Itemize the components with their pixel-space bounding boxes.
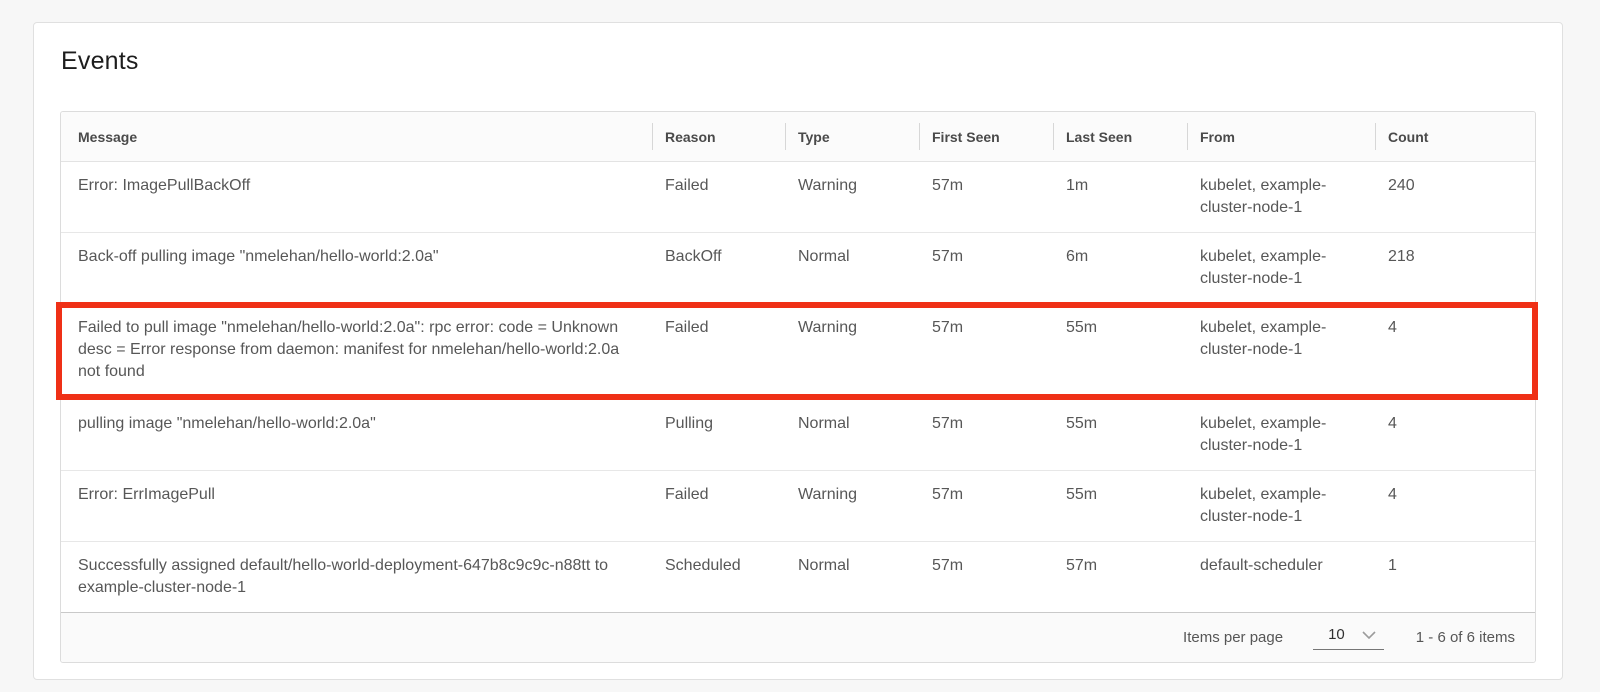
- table-header: Message Reason Type First Seen Last Seen From…: [61, 112, 1535, 162]
- column-header-first_seen: First Seen: [919, 112, 1053, 161]
- cell-type: Warning: [798, 177, 857, 194]
- cell-message: Failed to pull image "nmelehan/hello-wor…: [78, 319, 620, 380]
- cell-count: 1: [1388, 557, 1397, 574]
- table-row: Failed to pull image "nmelehan/hello-wor…: [56, 302, 1538, 400]
- column-header-count: Count: [1375, 112, 1535, 161]
- cell-type: Warning: [798, 486, 857, 503]
- cell-message: Error: ImagePullBackOff: [78, 177, 251, 194]
- column-header-reason: Reason: [652, 112, 785, 161]
- cell-reason: Failed: [665, 177, 709, 194]
- cell-reason: BackOff: [665, 248, 722, 265]
- items-per-page-value: 10: [1328, 625, 1345, 643]
- table-row: pulling image "nmelehan/hello-world:2.0a…: [61, 399, 1535, 470]
- table-row: Successfully assigned default/hello-worl…: [61, 541, 1535, 612]
- column-header-last_seen: Last Seen: [1053, 112, 1187, 161]
- cell-last_seen: 55m: [1066, 415, 1098, 432]
- column-header-from: From: [1187, 112, 1375, 161]
- table-row: Back-off pulling image "nmelehan/hello-w…: [61, 232, 1535, 303]
- cell-count: 4: [1388, 415, 1397, 432]
- cell-first_seen: 57m: [932, 248, 964, 265]
- cell-first_seen: 57m: [932, 415, 964, 432]
- cell-last_seen: 6m: [1066, 248, 1089, 265]
- cell-message: Error: ErrImagePull: [78, 486, 215, 503]
- cell-type: Normal: [798, 415, 850, 432]
- table-row: Error: ImagePullBackOff Failed Warning 57m 1…: [61, 162, 1535, 232]
- cell-type: Normal: [798, 248, 850, 265]
- cell-last_seen: 57m: [1066, 557, 1098, 574]
- cell-last_seen: 1m: [1066, 177, 1089, 194]
- cell-message: Back-off pulling image "nmelehan/hello-w…: [78, 248, 439, 265]
- pagination-bar: Items per page 10 1 - 6 of 6 items: [61, 612, 1535, 662]
- cell-from: kubelet, example-cluster-node-1: [1200, 486, 1327, 525]
- chevron-down-icon: [1362, 626, 1376, 639]
- cell-first_seen: 57m: [932, 319, 964, 336]
- column-header-message: Message: [78, 128, 138, 145]
- items-per-page-select[interactable]: 10: [1313, 626, 1384, 650]
- cell-message: Successfully assigned default/hello-worl…: [78, 557, 609, 596]
- items-per-page-label: Items per page: [1183, 629, 1284, 646]
- cell-last_seen: 55m: [1066, 319, 1098, 336]
- table-row: Error: ErrImagePull Failed Warning 57m 55m ku…: [61, 470, 1535, 541]
- cell-type: Warning: [798, 319, 857, 336]
- page-title: Events: [61, 47, 139, 75]
- cell-type: Normal: [798, 557, 850, 574]
- table-body: Error: ImagePullBackOff Failed Warning 57m 1…: [56, 162, 1538, 612]
- cell-from: default-scheduler: [1200, 557, 1323, 574]
- cell-reason: Failed: [665, 319, 709, 336]
- cell-count: 4: [1388, 486, 1397, 503]
- cell-from: kubelet, example-cluster-node-1: [1200, 248, 1327, 287]
- cell-from: kubelet, example-cluster-node-1: [1200, 415, 1327, 454]
- cell-last_seen: 55m: [1066, 486, 1098, 503]
- cell-reason: Failed: [665, 486, 709, 503]
- cell-first_seen: 57m: [932, 486, 964, 503]
- cell-count: 240: [1388, 177, 1415, 194]
- cell-count: 218: [1388, 248, 1415, 265]
- column-header-type: Type: [785, 112, 919, 161]
- cell-message: pulling image "nmelehan/hello-world:2.0a…: [78, 415, 376, 432]
- events-table: Message Reason Type First Seen Last Seen From…: [56, 111, 1538, 663]
- cell-reason: Scheduled: [665, 557, 741, 574]
- cell-first_seen: 57m: [932, 177, 964, 194]
- cell-reason: Pulling: [665, 415, 714, 432]
- cell-count: 4: [1388, 319, 1397, 336]
- cell-from: kubelet, example-cluster-node-1: [1200, 177, 1327, 216]
- cell-first_seen: 57m: [932, 557, 964, 574]
- pagination-range: 1 - 6 of 6 items: [1415, 629, 1515, 646]
- cell-from: kubelet, example-cluster-node-1: [1200, 319, 1327, 358]
- events-card: Events Message Reason Type First Seen Last S…: [33, 22, 1563, 680]
